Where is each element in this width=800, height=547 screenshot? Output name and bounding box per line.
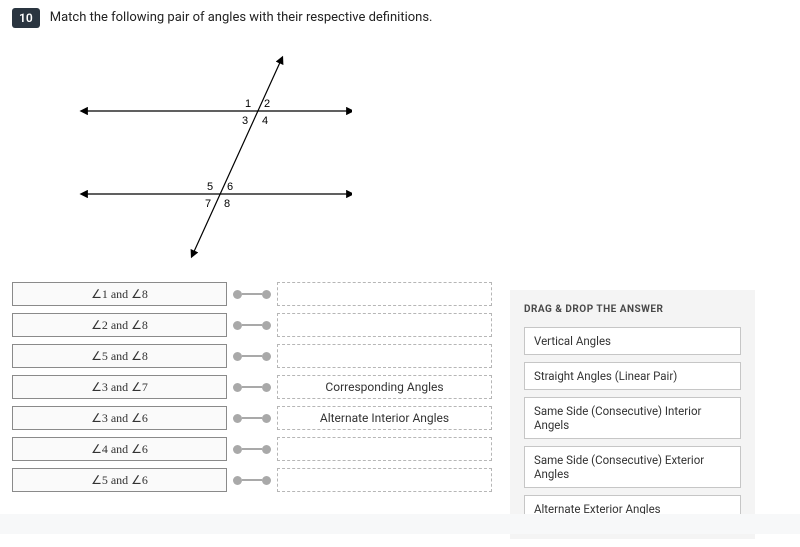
angle-pair-box: ∠5 and ∠8 <box>12 344 227 368</box>
pair-row: ∠2 and ∠8 <box>12 313 492 337</box>
angle-pair-box: ∠3 and ∠7 <box>12 375 227 399</box>
answer-option[interactable]: Same Side (Consecutive) Interior Angels <box>524 397 741 439</box>
answer-panel-title: DRAG & DROP THE ANSWER <box>524 304 741 315</box>
answer-panel: DRAG & DROP THE ANSWER Vertical Angles St… <box>510 290 755 539</box>
question-text: Match the following pair of angles with … <box>50 8 433 25</box>
connector <box>233 414 271 423</box>
svg-text:6: 6 <box>227 181 233 193</box>
question-number: 10 <box>12 8 40 28</box>
svg-text:7: 7 <box>205 198 211 210</box>
answer-option[interactable]: Vertical Angles <box>524 327 741 355</box>
pair-row: ∠5 and ∠8 <box>12 344 492 368</box>
drop-target[interactable] <box>277 344 492 368</box>
drop-target[interactable]: Corresponding Angles <box>277 375 492 399</box>
svg-text:2: 2 <box>264 98 270 110</box>
angle-diagram: 1 2 3 4 5 6 7 8 <box>52 36 788 270</box>
angle-pair-box: ∠5 and ∠6 <box>12 468 227 492</box>
answer-options-list: Vertical Angles Straight Angles (Linear P… <box>524 327 741 523</box>
angle-pair-box: ∠3 and ∠6 <box>12 406 227 430</box>
drop-target[interactable] <box>277 313 492 337</box>
pair-row: ∠5 and ∠6 <box>12 468 492 492</box>
connector <box>233 476 271 485</box>
angle-pair-box: ∠4 and ∠6 <box>12 437 227 461</box>
matching-area: ∠1 and ∠8 ∠2 and ∠8 ∠5 and ∠8 ∠3 and ∠7 Corr… <box>12 282 788 539</box>
drop-target[interactable] <box>277 468 492 492</box>
svg-text:1: 1 <box>245 98 251 110</box>
connector <box>233 290 271 299</box>
drop-target[interactable] <box>277 437 492 461</box>
svg-text:4: 4 <box>262 115 268 127</box>
connector <box>233 352 271 361</box>
svg-text:8: 8 <box>224 198 230 210</box>
connector <box>233 383 271 392</box>
angle-pair-box: ∠1 and ∠8 <box>12 282 227 306</box>
pair-row: ∠1 and ∠8 <box>12 282 492 306</box>
pair-row: ∠3 and ∠7 Corresponding Angles <box>12 375 492 399</box>
drop-target[interactable] <box>277 282 492 306</box>
svg-text:5: 5 <box>207 181 213 193</box>
answer-option[interactable]: Same Side (Consecutive) Exterior Angles <box>524 446 741 488</box>
footer-strip <box>0 514 800 534</box>
answer-option[interactable]: Straight Angles (Linear Pair) <box>524 362 741 390</box>
pair-row: ∠3 and ∠6 Alternate Interior Angles <box>12 406 492 430</box>
connector <box>233 445 271 454</box>
question-header: 10 Match the following pair of angles wi… <box>12 8 788 28</box>
pair-row: ∠4 and ∠6 <box>12 437 492 461</box>
pairs-column: ∠1 and ∠8 ∠2 and ∠8 ∠5 and ∠8 ∠3 and ∠7 Corr… <box>12 282 492 492</box>
angle-pair-box: ∠2 and ∠8 <box>12 313 227 337</box>
drop-target[interactable]: Alternate Interior Angles <box>277 406 492 430</box>
connector <box>233 321 271 330</box>
svg-text:3: 3 <box>242 115 248 127</box>
